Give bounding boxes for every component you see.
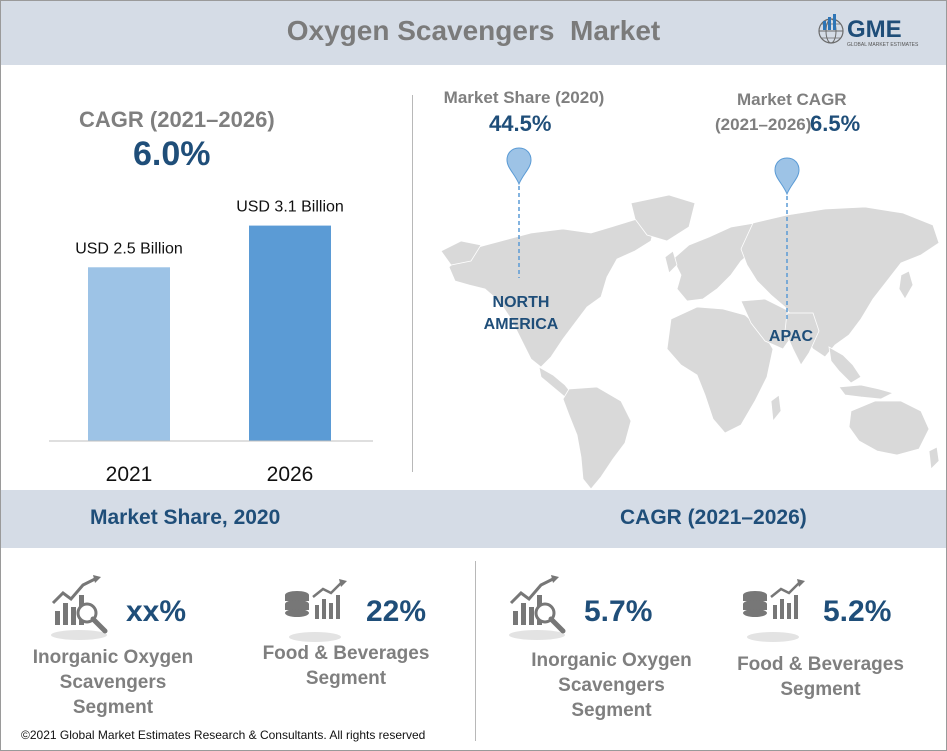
market-share-value: 44.5%	[489, 111, 552, 136]
globe-icon	[818, 14, 844, 44]
segment-divider	[475, 561, 476, 741]
x-tick-label: 2021	[106, 463, 153, 486]
market-cagr-value: 6.5%	[810, 111, 861, 136]
x-tick-label: 2026	[267, 463, 314, 486]
analytics-magnifier-icon	[51, 575, 108, 640]
bar-chart: USD 2.5 Billion 2021 USD 3.1 Billion 2026	[49, 199, 373, 486]
location-pin-icon	[774, 157, 800, 196]
map-alaska	[441, 240, 482, 266]
map-japan	[898, 270, 914, 300]
segment-value: 5.2%	[823, 595, 892, 628]
segment-name: Food & Beverages Segment	[737, 654, 904, 700]
world-map	[441, 194, 940, 489]
analytics-magnifier-icon	[509, 575, 566, 640]
map-north-america	[448, 218, 656, 368]
gme-logo: GME GLOBAL MARKET ESTIMATES	[818, 14, 919, 48]
cagr-value: 6.0%	[133, 135, 211, 173]
map-indonesia	[838, 384, 895, 400]
bar-2021	[88, 267, 170, 441]
market-share-heading: Market Share, 2020	[90, 506, 281, 529]
bar-data-label: USD 3.1 Billion	[236, 199, 344, 216]
logo-text: GME	[847, 16, 902, 43]
bar-2026	[249, 225, 331, 441]
map-uk	[664, 250, 678, 274]
segment-band	[1, 490, 946, 548]
region-line-1: NORTH	[492, 294, 550, 311]
map-europe	[672, 222, 764, 302]
map-madagascar	[770, 394, 782, 423]
logo-subtext: GLOBAL MARKET ESTIMATES	[847, 42, 919, 48]
database-growth-icon	[285, 579, 347, 642]
panel-divider	[412, 95, 413, 472]
location-pin-icon	[506, 147, 532, 186]
region-north-america: NORTH AMERICA	[471, 292, 571, 336]
cagr-label: CAGR (2021–2026)	[79, 107, 275, 132]
cagr-heading: CAGR (2021–2026)	[620, 506, 807, 529]
market-cagr-label-line2: (2021–2026)	[715, 115, 812, 134]
market-cagr-label-line1: Market CAGR	[737, 90, 847, 109]
segment-name: Inorganic Oxygen Scavengers Segment	[531, 650, 692, 721]
map-southeast-asia	[828, 346, 862, 384]
map-australia	[848, 400, 930, 456]
map-greenland	[630, 194, 696, 242]
market-share-label: Market Share (2020)	[443, 88, 605, 107]
region-line-2: AMERICA	[483, 316, 559, 333]
pin-north-america	[506, 147, 532, 278]
bar-data-label: USD 2.5 Billion	[75, 240, 183, 257]
segment-name: Inorganic Oxygen Scavengers Segment	[32, 647, 194, 718]
segment-value: 22%	[366, 595, 427, 628]
map-africa	[666, 306, 774, 434]
segment-value: xx%	[126, 595, 187, 628]
database-growth-icon	[743, 579, 805, 642]
map-india	[784, 312, 820, 366]
segment-name: Food & Beverages Segment	[262, 643, 430, 689]
pin-apac	[774, 157, 800, 322]
map-asia	[740, 206, 940, 358]
copyright-footer: ©2021 Global Market Estimates Research &…	[21, 728, 426, 742]
page-title: Oxygen Scavengers Market	[286, 15, 661, 46]
region-apac: APAC	[768, 328, 814, 345]
map-south-america	[562, 386, 632, 489]
title-band: Oxygen Scavengers Market GME GLOBAL MARK…	[1, 1, 946, 65]
map-new-zealand	[928, 446, 940, 470]
segment-value: 5.7%	[584, 595, 653, 628]
